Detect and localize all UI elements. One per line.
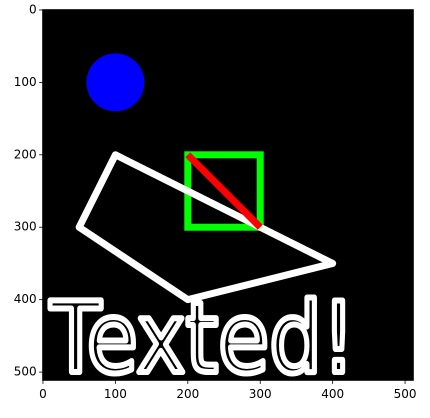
- x-tick-label: 100: [104, 387, 127, 401]
- x-tick-label: 400: [321, 387, 344, 401]
- line: [185, 152, 263, 230]
- axes-frame: [42, 9, 414, 381]
- x-tick-label: 500: [394, 387, 417, 401]
- circle: [86, 53, 145, 112]
- y-tick-label: 500: [14, 365, 37, 379]
- image-content: Texted!: [46, 53, 358, 396]
- x-tick-label: 0: [39, 387, 47, 401]
- y-tick-label: 0: [29, 2, 37, 16]
- y-tick-label: 100: [14, 75, 37, 89]
- x-tick-label: 300: [249, 387, 272, 401]
- x-tick-label: 200: [176, 387, 199, 401]
- y-tick-label: 200: [14, 147, 37, 161]
- image-text: Texted!: [49, 282, 355, 396]
- y-tick-label: 400: [14, 292, 37, 306]
- y-tick-label: 300: [14, 220, 37, 234]
